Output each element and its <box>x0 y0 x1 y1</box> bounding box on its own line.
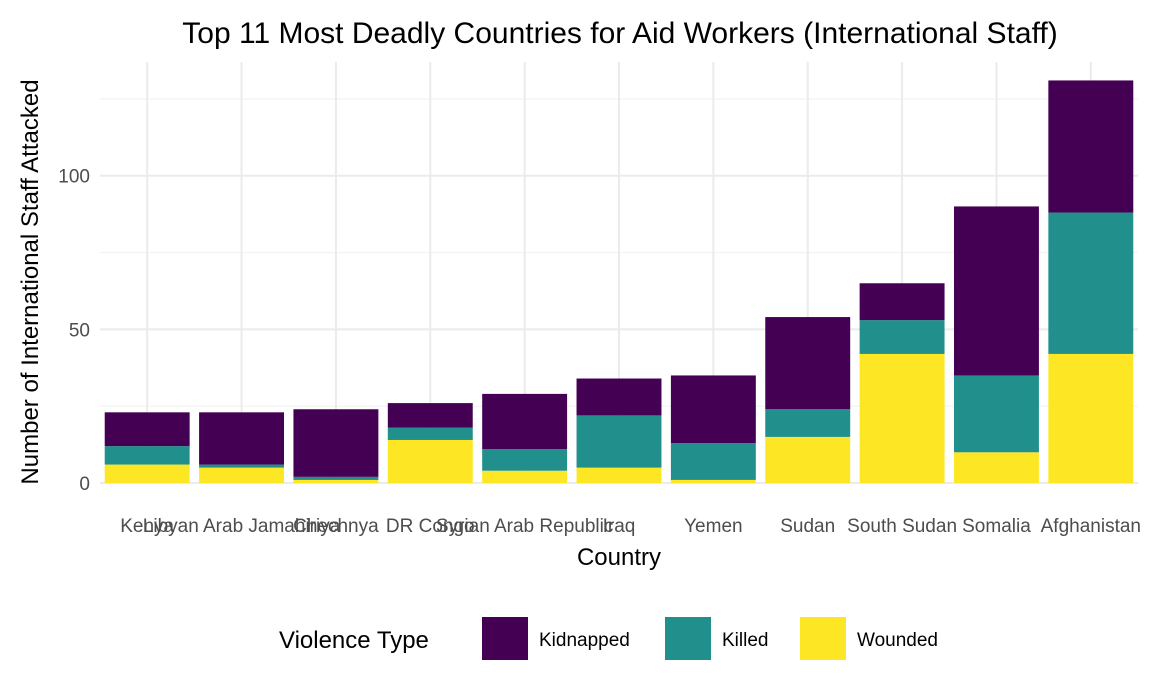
x-tick-label: Syrian Arab Republic <box>436 516 613 537</box>
bar-segment-kidnapped <box>482 393 568 450</box>
bar-segment-wounded <box>859 353 945 483</box>
bar-segment-wounded <box>104 464 190 483</box>
bar-segment-kidnapped <box>576 378 662 416</box>
x-tick-label: Afghanistan <box>1041 516 1141 537</box>
x-tick-label: Yemen <box>684 516 742 537</box>
bar-segment-wounded <box>482 470 568 483</box>
bar-segment-kidnapped <box>387 403 473 428</box>
bar-segment-kidnapped <box>953 206 1039 376</box>
bar-segment-killed <box>953 375 1039 453</box>
bar-segment-wounded <box>765 436 851 483</box>
bar-segment-wounded <box>387 439 473 483</box>
bar-segment-kidnapped <box>859 283 945 321</box>
x-tick-label: South Sudan <box>847 516 957 537</box>
bar-segment-wounded <box>199 467 285 483</box>
x-tick-label: Libyan Arab Jamahiriya <box>143 516 341 537</box>
x-tick-label: Somalia <box>962 516 1031 537</box>
legend-swatch-killed <box>665 617 711 660</box>
bar-segment-kidnapped <box>104 412 190 447</box>
bar-segment-killed <box>387 427 473 440</box>
bar-segment-killed <box>1048 212 1134 354</box>
bar-segment-killed <box>670 443 756 480</box>
legend-title: Violence Type <box>279 627 429 654</box>
bar-segment-killed <box>765 409 851 437</box>
x-tick-label: DR Congo <box>386 516 475 537</box>
legend-swatch-wounded <box>800 617 846 660</box>
y-tick-label: 0 <box>79 474 90 495</box>
bar-segment-kidnapped <box>765 317 851 410</box>
bar-segment-wounded <box>576 467 662 483</box>
bar-segment-killed <box>482 449 568 471</box>
legend-items: Kidnapped Killed Wounded <box>482 617 938 660</box>
bar-segment-kidnapped <box>1048 80 1134 213</box>
bar-segment-killed <box>293 476 379 480</box>
bar-segment-kidnapped <box>199 412 285 465</box>
chart-title: Top 11 Most Deadly Countries for Aid Wor… <box>182 17 1057 50</box>
y-tick-labels: 0 50 100 <box>58 167 90 495</box>
x-tick-label: Chechnya <box>293 516 379 537</box>
y-tick-label: 100 <box>58 167 90 188</box>
legend-swatch-kidnapped <box>482 617 528 660</box>
bars <box>104 80 1134 483</box>
bar-segment-killed <box>104 446 190 465</box>
bar-segment-wounded <box>670 479 756 483</box>
bar-segment-kidnapped <box>293 409 379 477</box>
x-axis-title: Country <box>577 544 661 571</box>
bar-segment-killed <box>859 320 945 354</box>
x-tick-label: Sudan <box>780 516 835 537</box>
bar-segment-wounded <box>293 479 379 483</box>
bar-segment-killed <box>199 464 285 468</box>
y-axis-title: Number of International Staff Attacked <box>17 79 44 484</box>
bar-segment-wounded <box>953 452 1039 483</box>
legend-label: Wounded <box>857 630 938 651</box>
bar-segment-killed <box>576 415 662 468</box>
x-tick-label: Iraq <box>603 516 636 537</box>
legend: Violence Type Kidnapped Killed Wounded <box>279 617 938 660</box>
bar-segment-wounded <box>1048 353 1134 483</box>
x-tick-label: Kenya <box>120 516 174 537</box>
y-tick-label: 50 <box>69 320 90 341</box>
legend-label: Killed <box>722 630 768 651</box>
legend-label: Kidnapped <box>539 630 630 651</box>
bar-segment-kidnapped <box>670 375 756 444</box>
